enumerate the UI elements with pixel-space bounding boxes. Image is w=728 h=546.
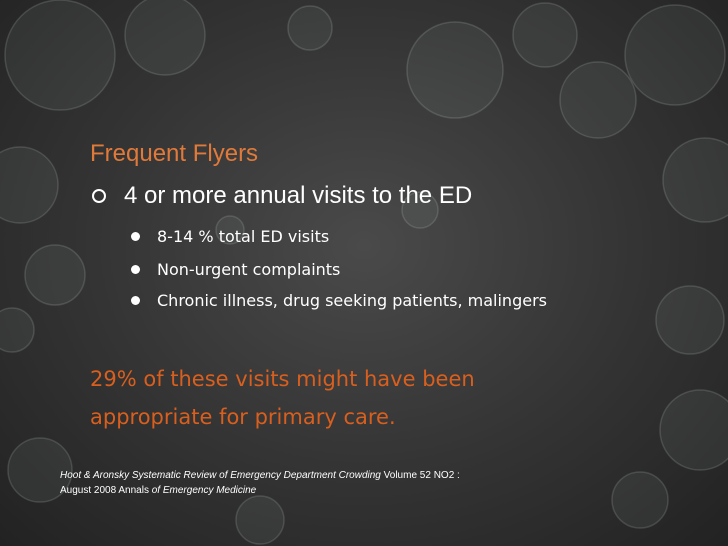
dot-bullet-icon [131,265,140,274]
sub-bullet-text: 8-14 % total ED visits [157,227,330,246]
slide-title: Frequent Flyers [90,140,259,167]
citation-title: Hoot & Aronsky Systematic Review of Emer… [60,470,381,481]
dot-bullet-icon [131,232,140,241]
dot-bullet-icon [131,296,140,305]
citation-line-2: August 2008 Annals of Emergency Medicine [60,483,460,498]
sub-bullet-text: Chronic illness, drug seeking patients, … [157,291,547,310]
ring-bullet-icon [92,189,106,203]
citation-line-1: Hoot & Aronsky Systematic Review of Emer… [60,468,460,483]
citation: Hoot & Aronsky Systematic Review of Emer… [60,468,460,498]
sub-bullet-point: Non-urgent complaints [131,260,340,279]
sub-bullet-point: Chronic illness, drug seeking patients, … [131,291,547,310]
citation-journal: of Emergency Medicine [151,485,257,496]
sub-bullet-point: 8-14 % total ED visits [131,227,329,246]
main-bullet-text: 4 or more annual visits to the ED [124,182,473,209]
highlight-line: 29% of these visits might have been [90,367,475,391]
highlight-line: appropriate for primary care. [90,405,396,429]
citation-date: August 2008 Annals [60,485,152,496]
sub-bullet-text: Non-urgent complaints [157,260,341,279]
main-bullet-point: 4 or more annual visits to the ED [92,182,472,210]
highlight-statement: 29% of these visits might have been appr… [90,360,690,436]
citation-volume: Volume 52 NO2 : [380,470,460,481]
